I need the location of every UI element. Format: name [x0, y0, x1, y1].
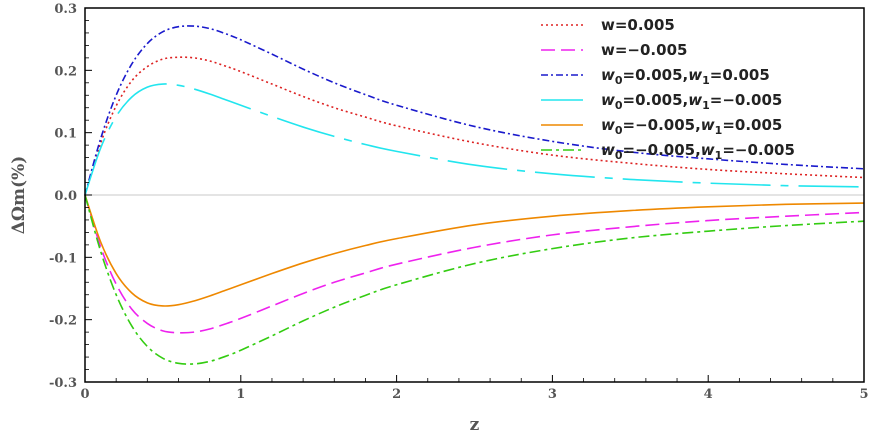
legend-text-part: w [601, 66, 615, 84]
legend-label-2: w=−0.005 [601, 41, 687, 59]
legend-text-part: w [701, 141, 715, 159]
legend-text-part: w [688, 66, 702, 84]
x-tick-label: 2 [392, 387, 401, 402]
y-axis-title: ΔΩm(%) [9, 156, 29, 235]
legend-label-3: w0=0.005,w1=0.005 [601, 66, 770, 87]
y-tick-label: -0.3 [49, 376, 77, 391]
legend-text-part: w [601, 141, 615, 159]
series-line-3 [84, 25, 865, 196]
legend-label-5: w0=−0.005,w1=0.005 [601, 116, 782, 137]
legend-subscript: 0 [615, 99, 623, 112]
x-tick-label: 5 [859, 387, 868, 402]
legend-text-part: =−0.005, [623, 141, 701, 159]
legend-text-part: =0.005, [623, 91, 689, 109]
y-tick-label: 0.3 [54, 2, 77, 17]
legend-subscript: 1 [702, 74, 710, 87]
legend-text-part: w [601, 91, 615, 109]
legend-subscript: 1 [715, 124, 723, 137]
series-line-2 [84, 194, 865, 334]
legend-label-1: w=0.005 [601, 16, 675, 34]
x-tick-label: 1 [236, 387, 245, 402]
x-tick-label: 0 [80, 387, 89, 402]
y-tick-label: 0.1 [54, 127, 77, 142]
series-layer [84, 25, 865, 365]
y-tick-label: -0.2 [49, 314, 77, 329]
legend-text-part: w=0.005 [601, 16, 675, 34]
series-line-4 [84, 83, 865, 196]
legend-subscript: 0 [615, 149, 623, 162]
x-axis-title: z [470, 415, 480, 435]
series-line-5 [84, 194, 865, 307]
legend-text-part: w=−0.005 [601, 41, 687, 59]
x-tick-label: 4 [704, 387, 713, 402]
legend-subscript: 1 [702, 99, 710, 112]
y-tick-label: 0.2 [54, 64, 77, 79]
legend-text-part: =0.005 [722, 116, 782, 134]
legend-subscript: 0 [615, 124, 623, 137]
legend-subscript: 1 [715, 149, 723, 162]
y-tick-label: -0.1 [49, 251, 77, 266]
legend-label-6: w0=−0.005,w1=−0.005 [601, 141, 795, 162]
legend-text-part: =−0.005 [722, 141, 795, 159]
legend-text-part: w [701, 116, 715, 134]
series-line-1 [84, 56, 865, 196]
x-tick-label: 3 [548, 387, 557, 402]
legend-text-part: w [601, 116, 615, 134]
legend-subscript: 0 [615, 74, 623, 87]
legend-text-part: w [688, 91, 702, 109]
y-tick-label: 0.0 [54, 189, 77, 204]
series-line-6 [84, 194, 865, 365]
legend-text-part: =0.005, [623, 66, 689, 84]
legend-label-4: w0=0.005,w1=−0.005 [601, 91, 782, 112]
legend-text-part: =0.005 [710, 66, 770, 84]
legend-text-part: =−0.005, [623, 116, 701, 134]
legend: w=0.005w=−0.005w0=0.005,w1=0.005w0=0.005… [541, 16, 795, 162]
ticks-layer: 0 1 2 3 4 5 -0.3 -0.2 -0.1 0.0 0.1 0.2 0.3 [49, 2, 869, 402]
legend-text-part: =−0.005 [710, 91, 783, 109]
